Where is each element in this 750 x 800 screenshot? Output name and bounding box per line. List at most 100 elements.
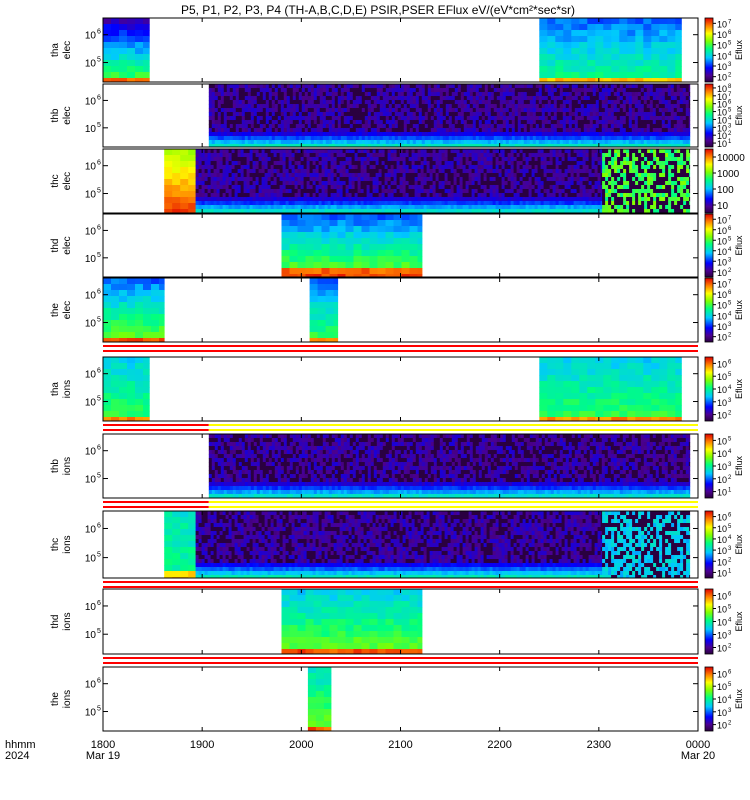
spectrogram-cell [579, 36, 588, 43]
spectrogram-cell [243, 197, 247, 202]
spectrogram-cell [313, 128, 318, 133]
spectrogram-cell [222, 193, 226, 198]
spectrogram-cell [619, 92, 624, 97]
spectrogram-cell [540, 201, 544, 206]
spectrogram-cell [685, 104, 690, 109]
spectrogram-cell [460, 144, 465, 148]
spectrogram-cell [164, 185, 173, 192]
spectrogram-cell [277, 84, 282, 89]
spectrogram-cell [358, 132, 363, 137]
spectrogram-cell [280, 124, 285, 129]
spectrogram-cell [675, 54, 682, 61]
spectrogram-cell [243, 209, 247, 214]
spectrogram-cell [553, 124, 558, 129]
spectrogram-cell [289, 96, 294, 101]
spectrogram-cell [456, 177, 460, 182]
spectrogram-cell [304, 96, 309, 101]
spectrogram-cell [457, 108, 462, 113]
spectrogram-cell [279, 169, 283, 174]
spectrogram-cell [603, 54, 612, 61]
spectrogram-cell [414, 169, 418, 174]
spectrogram-cell [424, 144, 429, 148]
spectrogram-cell [619, 78, 628, 83]
spectrogram-cell [460, 96, 465, 101]
spectrogram-cell [439, 108, 444, 113]
spectrogram-cell [673, 96, 678, 101]
spectrogram-cell [378, 201, 382, 206]
spectrogram-cell [646, 84, 651, 89]
spectrogram-cell [289, 100, 294, 105]
spectrogram-cell [172, 161, 181, 168]
spectrogram-cell [550, 124, 555, 129]
spectrogram-cell [216, 169, 220, 174]
spectrogram-cell [300, 193, 304, 198]
spectrogram-cell [637, 104, 642, 109]
spectrogram-cell [589, 112, 594, 117]
spectrogram-cell [492, 169, 496, 174]
spectrogram-cell [292, 132, 297, 137]
spectrogram-cell [543, 205, 547, 210]
spectrogram-cell [403, 92, 408, 97]
spectrogram-cell [468, 173, 472, 178]
spectrogram-cell [283, 140, 288, 145]
spectrogram-cell [210, 149, 214, 154]
spectrogram-cell [607, 112, 612, 117]
spectrogram-cell [211, 116, 216, 121]
spectrogram-cell [513, 193, 517, 198]
spectrogram-cell [262, 112, 267, 117]
spectrogram-cell [574, 120, 579, 125]
spectrogram-cell [444, 189, 448, 194]
spectrogram-cell [283, 84, 288, 89]
spectrogram-cell [489, 181, 493, 186]
spectrogram-cell [385, 108, 390, 113]
spectrogram-cell [355, 108, 360, 113]
spectrogram-cell [363, 185, 367, 190]
spectrogram-cell [346, 96, 351, 101]
spectrogram-cell [295, 136, 300, 141]
spectrogram-cell [571, 42, 580, 49]
spectrogram-cell [519, 189, 523, 194]
spectrogram-cell [238, 88, 243, 93]
spectrogram-cell [321, 169, 325, 174]
spectrogram-cell [592, 140, 597, 145]
spectrogram-cell [441, 185, 445, 190]
spectrogram-cell [682, 112, 687, 117]
spectrogram-cell [433, 96, 438, 101]
spectrogram-cell [520, 136, 525, 141]
spectrogram-cell [423, 205, 427, 210]
spectrogram-cell [216, 197, 220, 202]
spectrogram-cell [579, 78, 588, 83]
spectrogram-cell [510, 185, 514, 190]
spectrogram-cell [435, 193, 439, 198]
spectrogram-cell [457, 92, 462, 97]
spectrogram-cell [539, 66, 548, 73]
spectrogram-cell [651, 30, 660, 37]
spectrogram-cell [198, 149, 202, 154]
spectrogram-cell [502, 112, 507, 117]
spectrogram-cell [659, 60, 668, 67]
spectrogram-cell [640, 116, 645, 121]
spectrogram-cell [358, 124, 363, 129]
spectrogram-cell [259, 120, 264, 125]
spectrogram-cell [462, 153, 466, 158]
spectrogram-cell [649, 88, 654, 93]
spectrogram-cell [234, 193, 238, 198]
spectrogram-cell [463, 112, 468, 117]
spectrogram-cell [450, 201, 454, 206]
spectrogram-cell [337, 128, 342, 133]
spectrogram-cell [580, 132, 585, 137]
spectrogram-cell [366, 185, 370, 190]
spectrogram-cell [229, 84, 234, 89]
spectrogram-cell [613, 140, 618, 145]
spectrogram-cell [430, 100, 435, 105]
colorbar-tick-exponent: 4 [728, 115, 732, 121]
spectrogram-cell [289, 136, 294, 141]
spectrogram-cell [564, 149, 568, 154]
spectrogram-cell [390, 177, 394, 182]
spectrogram-cell [286, 136, 291, 141]
spectrogram-cell [264, 177, 268, 182]
spectrogram-cell [223, 112, 228, 117]
spectrogram-cell [513, 161, 517, 166]
spectrogram-cell [301, 128, 306, 133]
spectrogram-cell [510, 165, 514, 170]
